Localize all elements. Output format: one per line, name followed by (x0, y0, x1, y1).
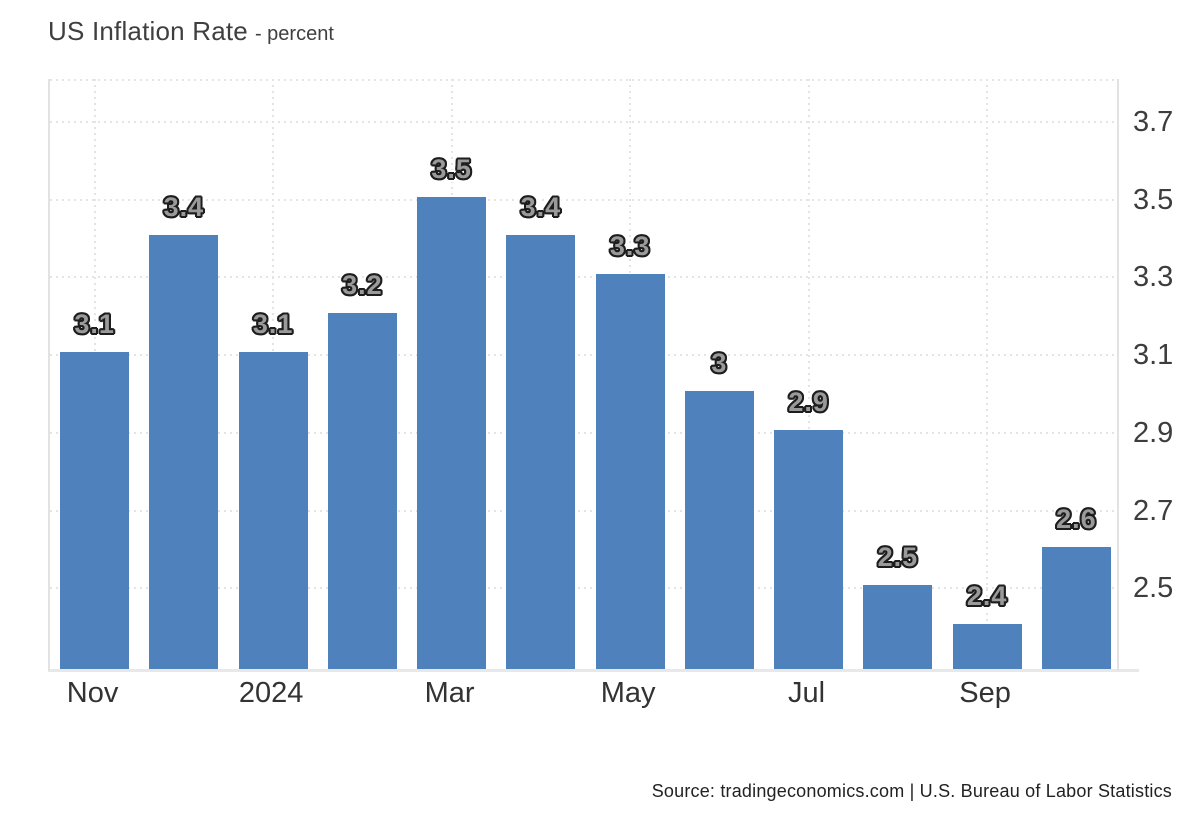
x-gridline (986, 79, 989, 669)
y-tick-label: 2.9 (1133, 416, 1174, 449)
bar[interactable] (506, 235, 576, 669)
plot-area: 3.1 3.4 3.1 3.2 3.5 3.4 3.3 3 2.9 2.5 2.4 2.6 (48, 79, 1119, 672)
y-tick-label: 2.5 (1133, 572, 1174, 605)
y-tick-label: 3.1 (1133, 339, 1174, 372)
y-gridline (50, 354, 1117, 357)
x-tick-label: May (600, 677, 656, 709)
y-tick-label: 3.5 (1133, 183, 1174, 216)
y-gridline (50, 276, 1117, 279)
bar-value-label: 3.4 (163, 192, 205, 223)
bar-value-label: 3.4 (520, 192, 562, 223)
bar[interactable] (684, 391, 754, 669)
bar[interactable] (774, 429, 844, 669)
bar[interactable] (595, 274, 665, 669)
x-gridline (807, 79, 810, 669)
source-attribution: Source: tradingeconomics.com | U.S. Bure… (651, 781, 1172, 801)
y-gridline (50, 509, 1117, 512)
plot-top-gridline (50, 79, 1117, 81)
bar[interactable] (952, 624, 1022, 669)
x-axis-end-tick (1119, 669, 1139, 672)
x-tick-label: Jul (788, 677, 826, 709)
bar[interactable] (1041, 546, 1111, 669)
bar[interactable] (417, 196, 487, 669)
bar-value-label: 3.1 (252, 309, 294, 340)
bar-value-label: 3 (711, 348, 728, 378)
x-tick-label: Mar (424, 677, 475, 709)
bar-value-label: 2.9 (788, 386, 829, 417)
bar-value-label: 2.5 (877, 542, 919, 573)
chart-title: US Inflation Rate (48, 16, 248, 46)
y-gridline (50, 120, 1117, 123)
x-tick-label: Sep (959, 677, 1011, 709)
bar[interactable] (863, 585, 933, 669)
bar[interactable] (327, 313, 397, 669)
bar-value-label: 3.3 (609, 231, 651, 262)
y-tick-label: 2.7 (1133, 494, 1174, 527)
chart-header: US Inflation Rate - percent (48, 16, 334, 47)
y-gridline (50, 198, 1117, 201)
chart-subtitle: - percent (254, 23, 334, 45)
bar[interactable] (238, 352, 308, 669)
bar-value-label: 3.2 (342, 270, 383, 301)
bar-value-label: 3.5 (431, 153, 472, 184)
x-tick-label: 2024 (238, 677, 304, 709)
y-tick-label: 3.3 (1133, 261, 1174, 294)
x-tick-label: Nov (66, 677, 119, 709)
y-tick-label: 3.7 (1133, 105, 1174, 138)
bar[interactable] (149, 235, 219, 669)
bar-value-label: 2.6 (1056, 503, 1097, 534)
bar-value-label: 3.1 (74, 309, 115, 340)
bar[interactable] (60, 352, 130, 669)
bar-value-label: 2.4 (966, 581, 1008, 612)
y-gridline (50, 587, 1117, 590)
y-gridline (50, 431, 1117, 434)
